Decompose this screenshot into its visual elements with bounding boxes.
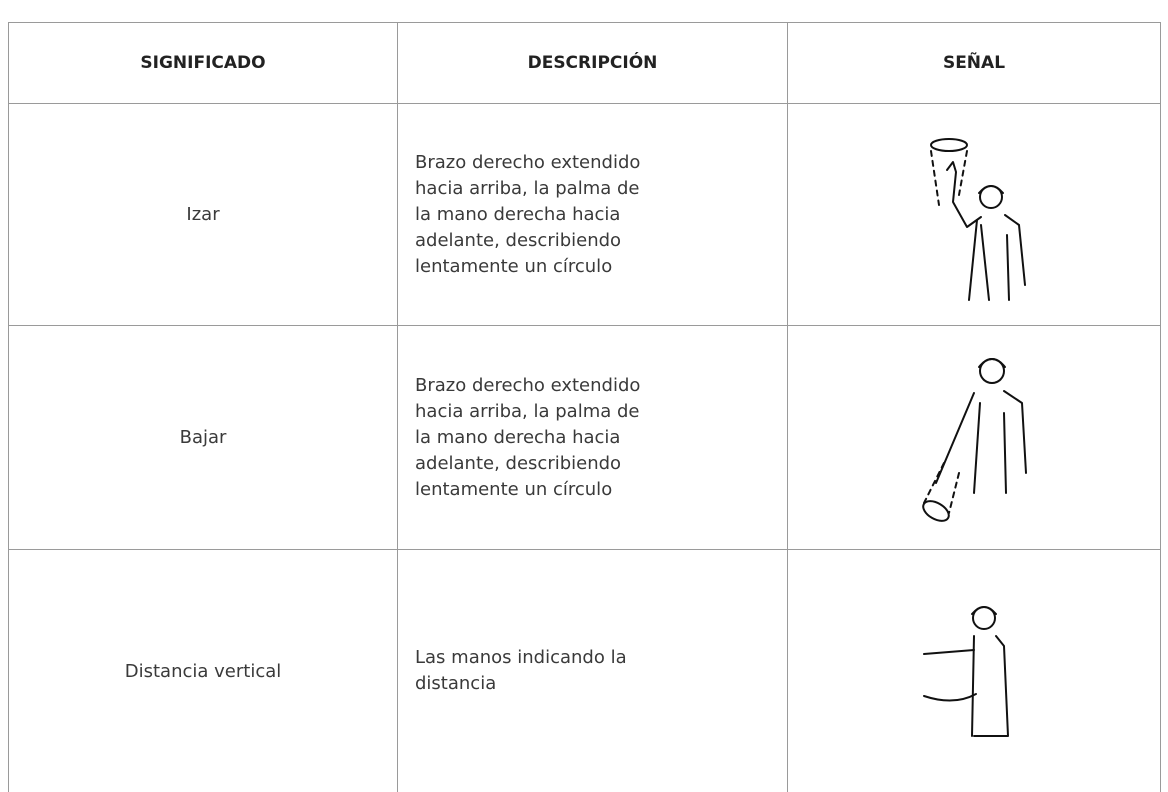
description-cell: Brazo derecho extendido hacia arriba, la… bbox=[398, 326, 788, 550]
header-cell: SEÑAL bbox=[788, 23, 1161, 104]
row: Distancia vertical Las manos indicando l… bbox=[9, 550, 1161, 792]
meaning-cell: Izar bbox=[9, 104, 398, 326]
description-cell: Las manos indicando la distancia bbox=[398, 550, 788, 792]
header-cell: DESCRIPCIÓN bbox=[398, 23, 788, 104]
row: Bajar Brazo derecho extendido hacia arri… bbox=[9, 326, 1161, 550]
meaning-cell: Bajar bbox=[9, 326, 398, 550]
meaning-cell: Distancia vertical bbox=[9, 550, 398, 792]
description-text: Brazo derecho extendido hacia arriba, la… bbox=[415, 373, 650, 503]
signal-icon bbox=[904, 343, 1044, 533]
header-row: SIGNIFICADO DESCRIPCIÓN SEÑAL bbox=[9, 23, 1161, 104]
description-text: Brazo derecho extendido hacia arriba, la… bbox=[415, 150, 650, 280]
signal-cell bbox=[788, 550, 1161, 792]
signal-table: SIGNIFICADO DESCRIPCIÓN SEÑAL Izar Brazo… bbox=[8, 22, 1161, 792]
signal-icon bbox=[909, 125, 1039, 305]
signal-cell bbox=[788, 104, 1161, 326]
description-cell: Brazo derecho extendido hacia arriba, la… bbox=[398, 104, 788, 326]
description-text: Las manos indicando la distancia bbox=[415, 645, 650, 697]
row: Izar Brazo derecho extendido hacia arrib… bbox=[9, 104, 1161, 326]
signal-cell bbox=[788, 326, 1161, 550]
signal-icon bbox=[914, 596, 1034, 746]
header-cell: SIGNIFICADO bbox=[9, 23, 398, 104]
